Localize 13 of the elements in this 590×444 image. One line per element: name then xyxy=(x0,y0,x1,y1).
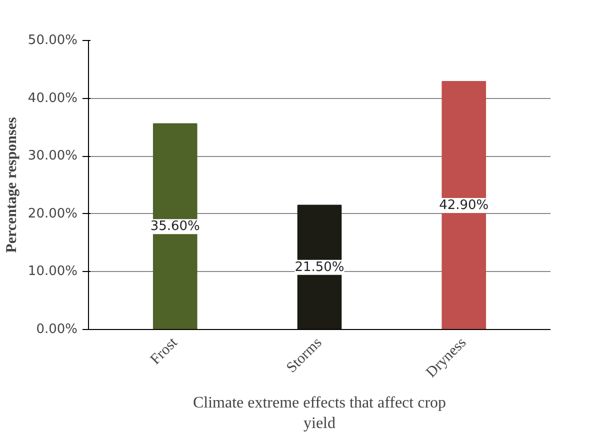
bar xyxy=(152,123,198,330)
y-tick-label: 10.00% xyxy=(28,264,78,280)
y-tick-label: 40.00% xyxy=(28,90,78,106)
data-label: 21.50% xyxy=(294,260,344,275)
y-tick-label: 30.00% xyxy=(28,148,78,164)
x-axis-title: Climate extreme effects that affect crop yield xyxy=(192,394,446,432)
bar xyxy=(442,81,486,330)
y-tick-label: 0.00% xyxy=(36,322,78,337)
y-tick-label: 50.00% xyxy=(28,33,78,48)
y-axis-title: Percentage responses xyxy=(4,117,20,253)
data-label: 35.60% xyxy=(150,219,200,234)
y-tick-label: 20.00% xyxy=(28,206,78,222)
data-label: 42.90% xyxy=(439,198,489,214)
